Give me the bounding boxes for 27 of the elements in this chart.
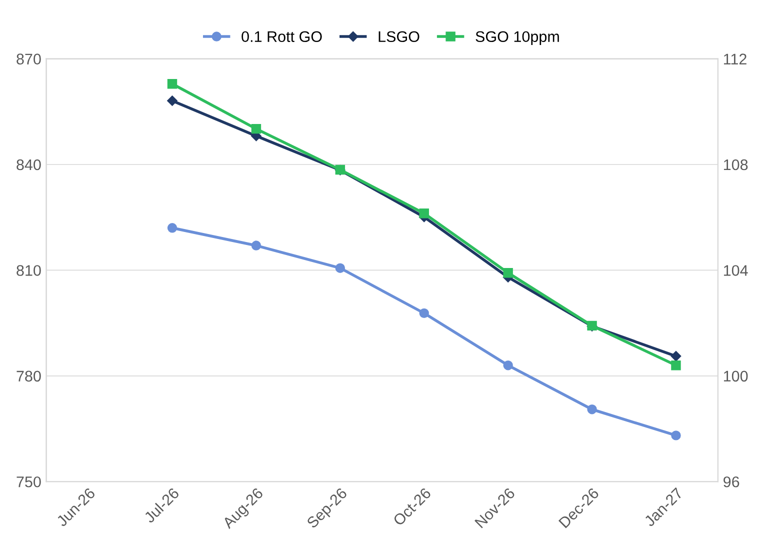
- point: [167, 79, 178, 89]
- point: [251, 124, 262, 134]
- y2-tick-label: 100: [724, 370, 748, 382]
- legend-label: SGO 10ppm: [476, 31, 559, 46]
- point: [503, 268, 513, 278]
- y-tick-label: 750: [16, 476, 41, 488]
- point: [670, 351, 682, 362]
- y-tick-label: 840: [16, 159, 41, 170]
- point: [335, 263, 346, 273]
- y-tick-label: 810: [16, 265, 41, 276]
- point: [671, 360, 681, 370]
- point: [587, 404, 597, 414]
- point: [671, 430, 681, 440]
- point: [503, 360, 513, 370]
- point: [419, 208, 429, 218]
- point: [167, 96, 178, 106]
- y2-tick-label: 112: [724, 54, 746, 64]
- y-tick-label: 780: [16, 370, 41, 382]
- y-tick-label: 870: [16, 54, 41, 64]
- point: [251, 240, 262, 250]
- y2-tick-label: 96: [724, 476, 740, 488]
- point: [419, 308, 429, 318]
- point: [167, 223, 178, 233]
- y2-tick-label: 104: [724, 265, 748, 276]
- y2-tick-label: 108: [724, 159, 748, 170]
- legend-label: LSGO: [378, 31, 420, 42]
- legend-label: 0.1 Rott GO: [242, 31, 322, 42]
